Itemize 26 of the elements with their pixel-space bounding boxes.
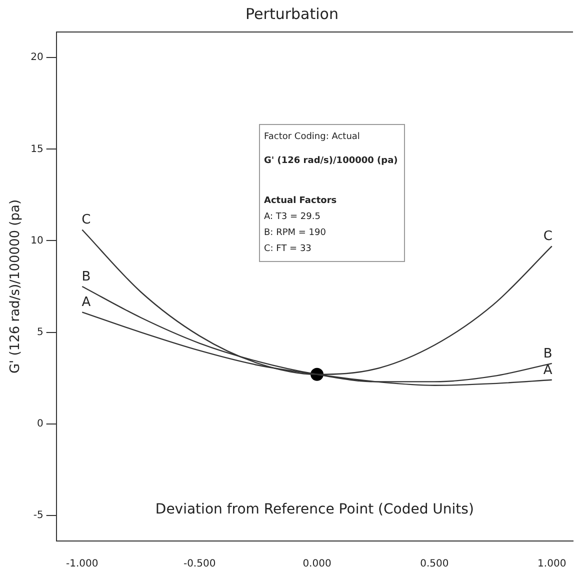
y-tick-label: 10 — [30, 235, 44, 246]
x-tick-label: -1.000 — [66, 558, 98, 570]
x-axis-title: Deviation from Reference Point (Coded Units) — [155, 502, 474, 518]
y-tick-label: 0 — [36, 418, 44, 430]
annotation: C: FT = 33 — [264, 243, 312, 256]
text: A — [82, 295, 91, 310]
y-tick-label: 20 — [30, 52, 44, 64]
text: B — [82, 269, 91, 284]
y-tick-label: 15 — [30, 144, 44, 155]
series-label: B — [543, 346, 552, 362]
annotation: A: T3 = 29.5 — [264, 211, 322, 224]
y-tick-label: -5 — [33, 510, 44, 521]
y-axis-title: G' (126 rad/s)/100000 (pa) — [8, 199, 24, 374]
chart-title: Perturbation — [246, 4, 338, 23]
text: C — [82, 212, 91, 228]
annotation: G' (126 rad/s)/100000 (pa) — [264, 155, 399, 168]
series-label: C — [543, 229, 552, 244]
x-tick-label: 1.000 — [538, 558, 566, 570]
x-tick-label: -0.500 — [183, 558, 216, 570]
x-tick-label: 0.000 — [302, 558, 332, 570]
series-label: A — [543, 362, 552, 378]
y-tick-label: 5 — [36, 326, 44, 338]
x-tick-label: 0.500 — [420, 558, 449, 570]
annotation: Factor Coding: Actual — [264, 131, 361, 144]
annotation: B: RPM = 190 — [264, 227, 327, 240]
annotation: Actual Factors — [264, 195, 338, 208]
